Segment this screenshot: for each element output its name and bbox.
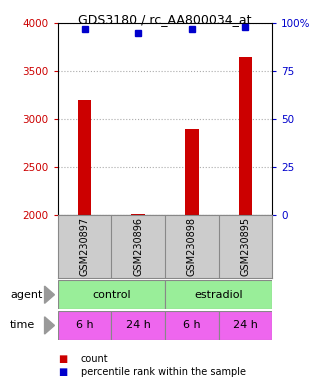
Text: GSM230898: GSM230898: [187, 217, 197, 276]
Bar: [131, 214, 145, 215]
Text: ■: ■: [58, 367, 67, 377]
Text: 24 h: 24 h: [126, 320, 150, 331]
Bar: [58, 311, 112, 340]
Bar: [165, 311, 218, 340]
Text: control: control: [92, 290, 131, 300]
Text: agent: agent: [10, 290, 42, 300]
Bar: [165, 280, 272, 309]
Text: percentile rank within the sample: percentile rank within the sample: [81, 367, 246, 377]
Polygon shape: [45, 317, 54, 334]
Text: GSM230895: GSM230895: [241, 217, 250, 276]
Bar: [78, 100, 91, 215]
Text: 24 h: 24 h: [233, 320, 258, 331]
Bar: [58, 280, 165, 309]
Text: GDS3180 / rc_AA800034_at: GDS3180 / rc_AA800034_at: [78, 13, 252, 26]
Text: time: time: [10, 320, 35, 331]
Text: 6 h: 6 h: [183, 320, 201, 331]
Text: ■: ■: [58, 354, 67, 364]
Bar: [239, 56, 252, 215]
Text: 6 h: 6 h: [76, 320, 93, 331]
Bar: [185, 129, 199, 215]
Text: GSM230896: GSM230896: [133, 217, 143, 276]
Text: estradiol: estradiol: [194, 290, 243, 300]
Bar: [218, 311, 272, 340]
Bar: [112, 311, 165, 340]
Polygon shape: [45, 286, 54, 303]
Text: GSM230897: GSM230897: [80, 217, 89, 276]
Text: count: count: [81, 354, 109, 364]
